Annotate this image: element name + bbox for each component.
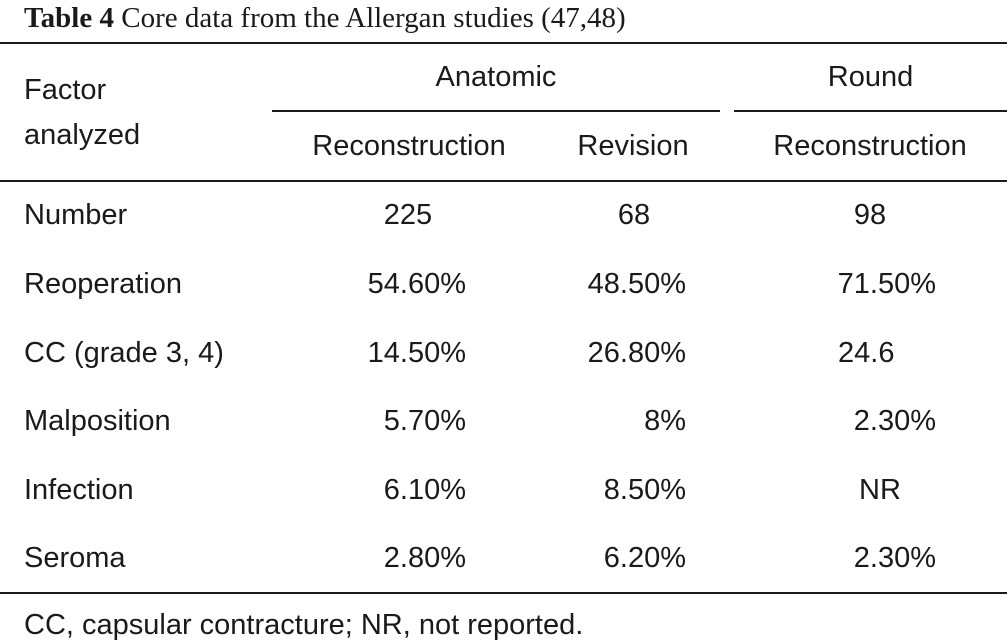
cell-anatomic-reconstruction: 5.70%: [383, 405, 466, 437]
table-caption-title: Core data from the Allergan studies (47,…: [121, 2, 626, 34]
row-factor: Reoperation: [24, 268, 182, 300]
header-factor-line1: Factor: [24, 74, 107, 106]
header-rule: [0, 180, 1007, 182]
cell-round-reconstruction: NR: [859, 474, 901, 506]
cell-round-reconstruction: 2.30%: [853, 542, 936, 574]
round-group-rule: [734, 110, 1007, 112]
bottom-rule: [0, 592, 1007, 594]
header-factor-line2: analyzed: [24, 119, 141, 151]
row-factor: CC (grade 3, 4): [24, 337, 224, 369]
table-caption-label: Table 4: [24, 2, 114, 34]
cell-anatomic-revision: 8.50%: [603, 474, 686, 506]
cell-anatomic-revision: 8%: [644, 405, 686, 437]
cell-anatomic-revision: 68: [617, 199, 651, 231]
cell-anatomic-reconstruction: 6.10%: [383, 474, 466, 506]
header-group-anatomic: Anatomic: [435, 61, 557, 93]
cell-round-reconstruction: 71.50%: [837, 268, 936, 300]
header-col-anatomic-reconstruction: Reconstruction: [312, 130, 506, 162]
anatomic-group-rule: [272, 110, 720, 112]
table-caption: Table 4 Core data from the Allergan stud…: [24, 0, 626, 36]
cell-anatomic-revision: 26.80%: [587, 337, 686, 369]
cell-anatomic-revision: 6.20%: [603, 542, 686, 574]
top-rule: [0, 42, 1007, 44]
cell-anatomic-reconstruction: 54.60%: [367, 268, 466, 300]
header-group-round: Round: [827, 61, 914, 93]
cell-anatomic-reconstruction: 2.80%: [383, 542, 466, 574]
cell-anatomic-reconstruction: 225: [383, 199, 433, 231]
row-factor: Infection: [24, 474, 134, 506]
header-col-round-reconstruction: Reconstruction: [773, 130, 967, 162]
cell-round-reconstruction: 98: [853, 199, 887, 231]
row-factor: Number: [24, 199, 128, 231]
table-footnote: CC, capsular contracture; NR, not report…: [24, 609, 584, 641]
row-factor: Malposition: [24, 405, 171, 437]
row-factor: Seroma: [24, 542, 126, 574]
header-col-anatomic-revision: Revision: [577, 130, 689, 162]
cell-anatomic-reconstruction: 14.50%: [367, 337, 466, 369]
cell-round-reconstruction: 2.30%: [853, 405, 936, 437]
cell-anatomic-revision: 48.50%: [587, 268, 686, 300]
cell-round-reconstruction: 24.6: [838, 337, 895, 369]
